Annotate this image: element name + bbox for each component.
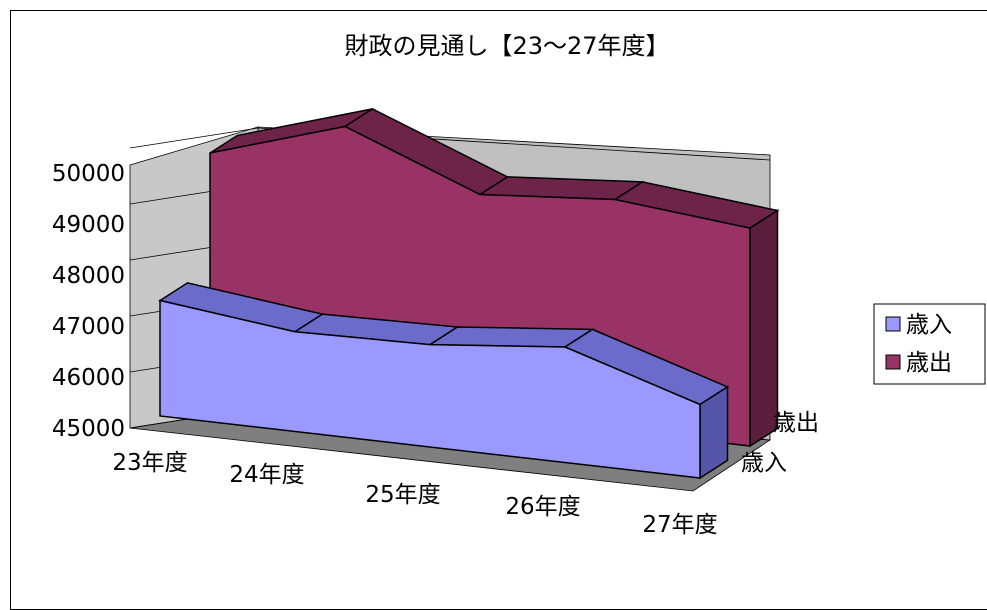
legend-swatch-expense xyxy=(885,354,901,370)
y-tick-label: 50000 xyxy=(52,161,125,187)
gridline xyxy=(129,127,771,161)
legend-swatch-income xyxy=(885,316,901,332)
series-layer xyxy=(158,108,780,480)
series-income xyxy=(158,282,730,480)
y-axis: 50000 49000 48000 47000 46000 45000 xyxy=(52,161,125,442)
x-tick-label: 27年度 xyxy=(642,512,717,538)
legend-label-expense: 歳出 xyxy=(906,350,952,376)
x-tick-label: 25年度 xyxy=(365,482,440,508)
y-tick-label: 48000 xyxy=(52,263,125,289)
y-tick-label: 46000 xyxy=(52,365,125,391)
x-tick-label: 26年度 xyxy=(505,494,580,520)
chart-title: 財政の見通し【23～27年度】 xyxy=(344,32,669,60)
legend-label-income: 歳入 xyxy=(906,312,952,338)
area-top-face xyxy=(427,326,595,348)
legend: 歳入 歳出 xyxy=(873,303,986,385)
x-tick-label: 24年度 xyxy=(229,462,304,488)
area-chart: 財政の見通し【23～27年度】 50000 49000 48000 47000 4600… xyxy=(52,32,986,538)
x-axis: 23年度 24年度 25年度 26年度 27年度 xyxy=(112,450,717,538)
y-tick-label: 47000 xyxy=(52,314,125,340)
depth-tick-label: 歳出 xyxy=(773,410,819,436)
y-tick-label: 49000 xyxy=(52,212,125,238)
y-tick-label: 45000 xyxy=(52,416,125,442)
x-tick-label: 23年度 xyxy=(112,450,187,476)
area-front-face xyxy=(159,299,701,479)
depth-tick-label: 歳入 xyxy=(741,450,787,476)
